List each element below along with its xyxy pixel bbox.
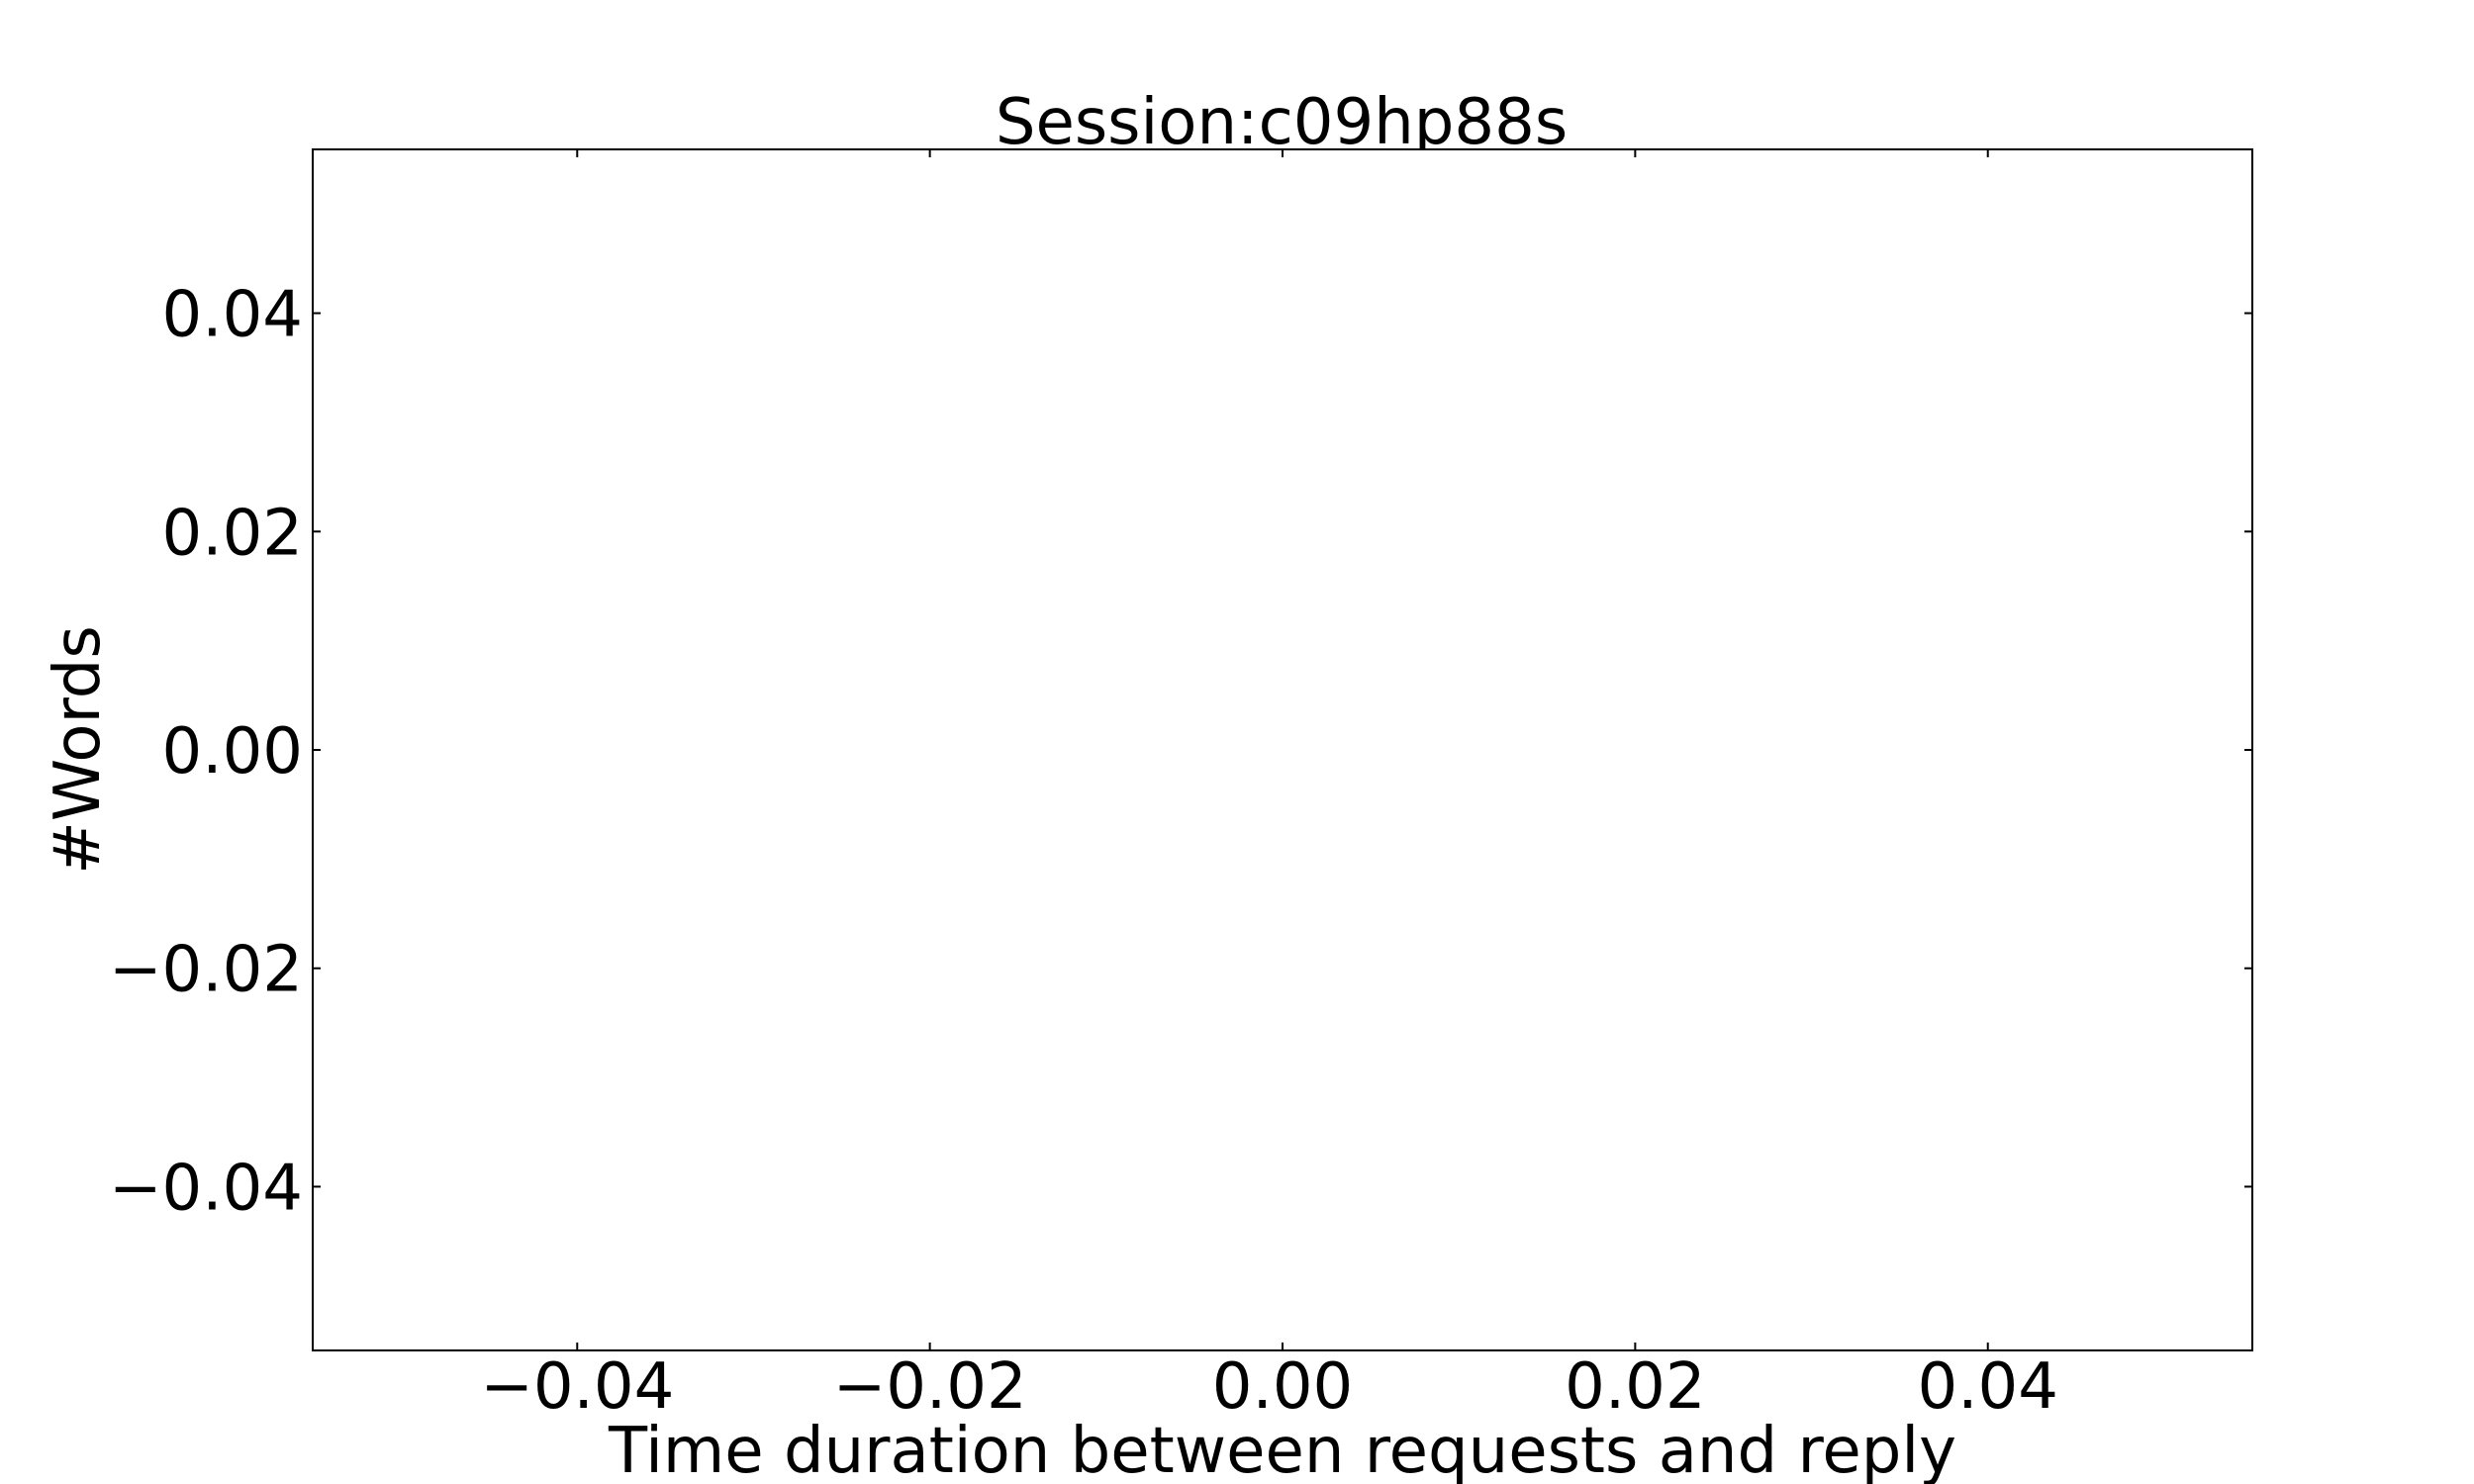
y-axis-label: #Words xyxy=(42,625,115,874)
y-tick-label: −0.02 xyxy=(109,934,303,1007)
x-tick-label: 0.02 xyxy=(1565,1350,1706,1424)
x-tick-label: −0.02 xyxy=(833,1350,1027,1424)
y-tick-label: 0.04 xyxy=(162,279,304,352)
y-tick-label: −0.04 xyxy=(109,1152,303,1225)
x-tick-label: 0.00 xyxy=(1212,1350,1354,1424)
x-axis-label: Time duration between requests and reply xyxy=(608,1415,1956,1484)
plot-area xyxy=(312,148,2253,1351)
x-tick-label: 0.04 xyxy=(1917,1350,2058,1424)
y-tick-label: 0.00 xyxy=(162,715,304,788)
x-tick-label: −0.04 xyxy=(480,1350,674,1424)
x-axis-ticks: −0.04 −0.02 0.00 0.02 0.04 xyxy=(480,149,2058,1424)
chart-title: Session:c09hp88s xyxy=(996,86,1568,159)
y-tick-label: 0.02 xyxy=(162,497,304,570)
y-axis-ticks: −0.04 −0.02 0.00 0.02 0.04 xyxy=(109,279,2252,1225)
